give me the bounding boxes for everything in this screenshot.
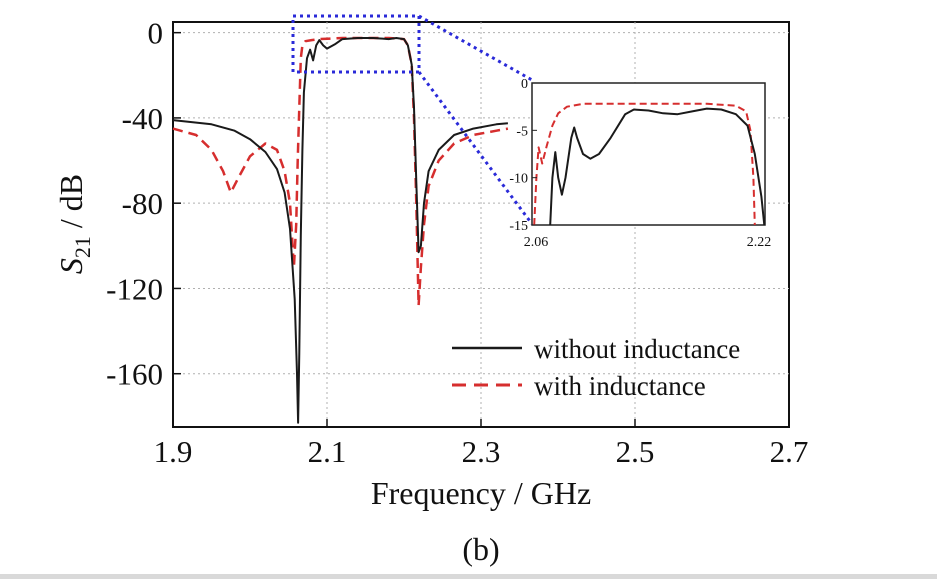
inset-plot-frame xyxy=(531,82,766,226)
inset-series-group xyxy=(533,102,766,226)
inset-series-line-with-inductance xyxy=(533,102,756,226)
inset-y-tick-label: -10 xyxy=(509,172,528,187)
svg-text:S21 / dB: S21 / dB xyxy=(53,174,95,274)
x-tick-label: 2.7 xyxy=(770,434,809,469)
y-axis-title: S21 / dB xyxy=(53,174,95,274)
y-tick-label: 0 xyxy=(148,16,164,51)
series-line-with-inductance xyxy=(172,36,509,307)
zoom-region-box xyxy=(291,14,421,74)
x-axis-title: Frequency / GHz xyxy=(371,475,591,511)
bottom-divider xyxy=(0,574,937,579)
legend-label-with-inductance: with inductance xyxy=(534,371,706,401)
inset-x-tick-label-start: 2.06 xyxy=(524,235,549,250)
legend-label-without-inductance: without inductance xyxy=(534,334,740,364)
inset-y-tick-label: 0 xyxy=(521,77,528,92)
x-tick-label: 1.9 xyxy=(154,434,193,469)
y-tick-label: -160 xyxy=(106,357,163,392)
zoom-connector-top xyxy=(418,14,533,82)
y-tick-label: -120 xyxy=(106,271,163,306)
y-axis-title-subscript: 21 xyxy=(70,236,95,258)
main-x-ticks: 1.9 2.1 2.3 2.5 2.7 xyxy=(154,419,809,469)
series-line-without-inductance xyxy=(172,37,508,424)
x-tick-label: 2.1 xyxy=(308,434,347,469)
inset-y-tick-label: -5 xyxy=(516,124,528,139)
y-tick-label: -40 xyxy=(122,101,163,136)
inset-series-line-without-inductance xyxy=(549,107,766,226)
inset-x-tick-label-end: 2.22 xyxy=(747,235,772,250)
y-axis-title-unit: / dB xyxy=(53,174,89,236)
main-series-group xyxy=(172,36,509,424)
panel-label: (b) xyxy=(462,531,499,567)
inset-y-tick-label: -15 xyxy=(509,219,528,234)
y-tick-label: -80 xyxy=(122,186,163,221)
x-tick-label: 2.3 xyxy=(462,434,501,469)
inset-y-ticks: 0 -5 -10 -15 xyxy=(509,77,537,234)
main-y-ticks: 0 -40 -80 -120 -160 xyxy=(106,16,181,392)
x-tick-label: 2.5 xyxy=(616,434,655,469)
y-axis-title-symbol: S xyxy=(53,258,89,274)
